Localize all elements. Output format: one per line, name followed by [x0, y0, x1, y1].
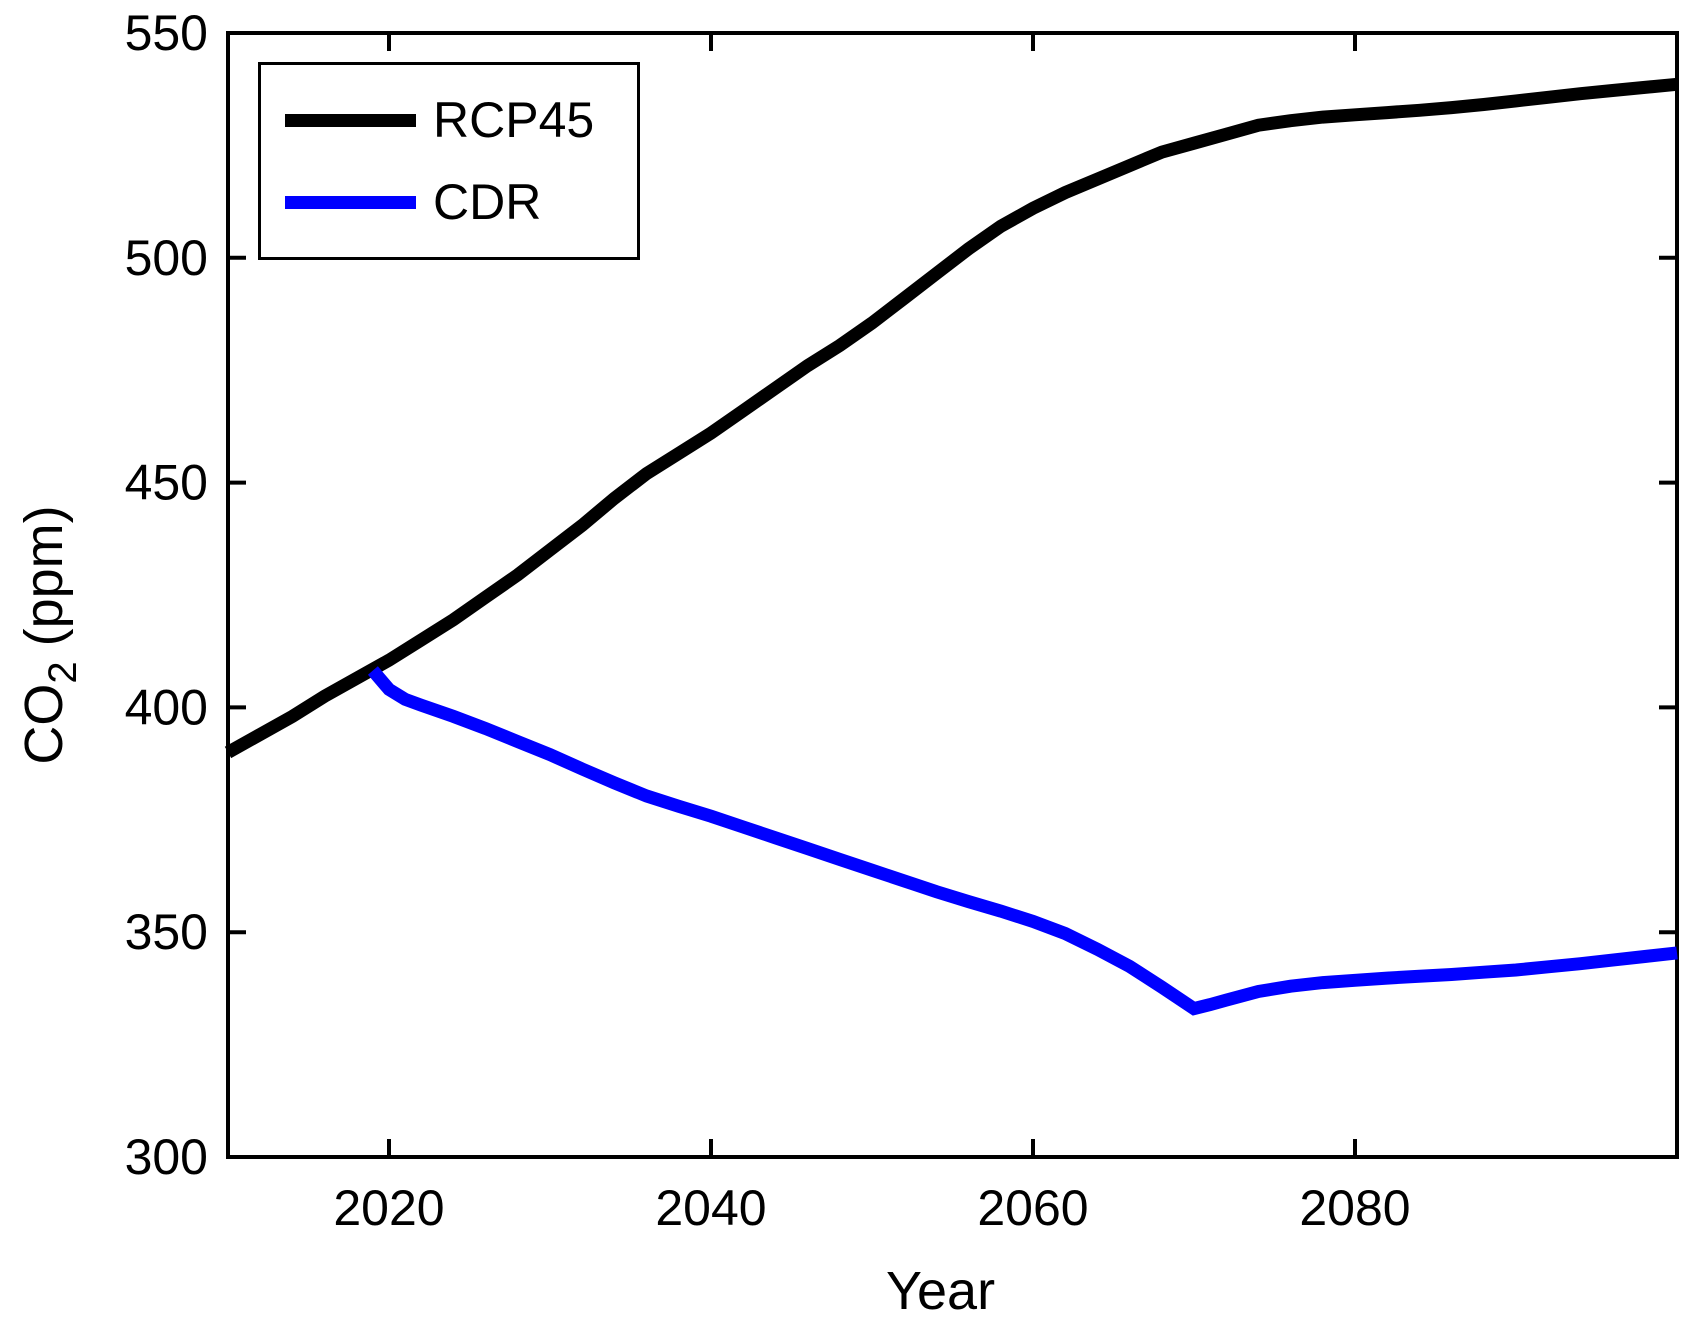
x-tick-label: 2060 [977, 1180, 1088, 1236]
series-line-rcp45 [224, 77, 1678, 759]
legend-label-rcp45: RCP45 [433, 92, 595, 148]
rcp45-line-swatch [285, 113, 416, 127]
y-tick-label: 400 [125, 679, 208, 735]
legend-entry-cdr: CDR [261, 172, 637, 232]
legend: RCP45 CDR [258, 62, 640, 260]
y-tick-label: 450 [125, 455, 208, 511]
x-tick-label: 2040 [655, 1180, 766, 1236]
x-tick-label: 2020 [333, 1180, 444, 1236]
plot-frame [226, 31, 1679, 1159]
legend-label-cdr: CDR [433, 174, 542, 230]
y-axis-label: CO2 (ppm) [14, 505, 85, 764]
y-tick-label: 350 [125, 904, 208, 960]
y-tick-label: 500 [125, 230, 208, 286]
x-axis-label: Year [886, 1261, 995, 1321]
cdr-line-swatch [285, 195, 416, 209]
y-tick-label: 300 [125, 1129, 208, 1185]
y-tick-label: 550 [125, 5, 208, 61]
x-tick-label: 2080 [1299, 1180, 1410, 1236]
series-line-cdr [367, 666, 1678, 1016]
legend-entry-rcp45: RCP45 [261, 90, 637, 150]
